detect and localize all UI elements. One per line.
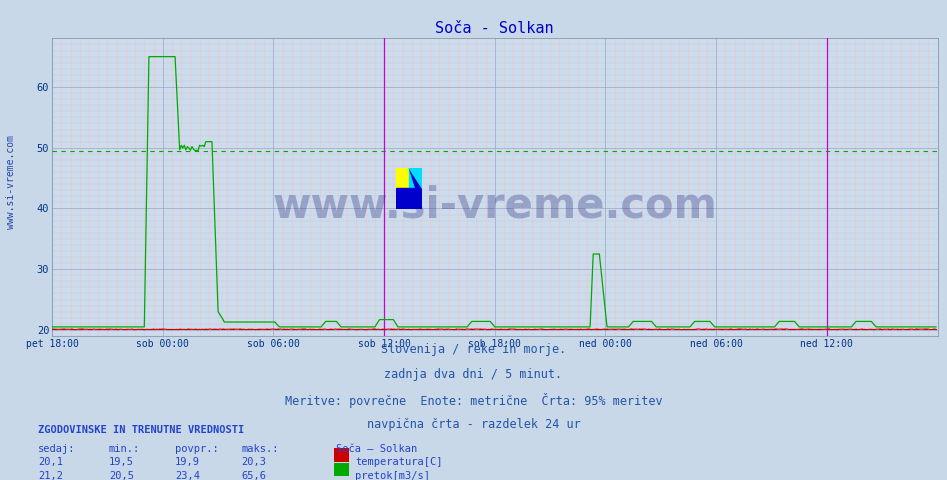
Text: 19,5: 19,5	[109, 457, 134, 467]
Text: sedaj:: sedaj:	[38, 444, 76, 454]
Text: 19,9: 19,9	[175, 457, 200, 467]
Polygon shape	[409, 168, 422, 209]
Text: maks.:: maks.:	[241, 444, 279, 454]
Bar	[396, 189, 422, 209]
Text: Soča – Solkan: Soča – Solkan	[336, 444, 418, 454]
Bar	[396, 168, 409, 189]
Text: temperatura[C]: temperatura[C]	[355, 457, 442, 467]
Text: zadnja dva dni / 5 minut.: zadnja dva dni / 5 minut.	[384, 368, 563, 381]
Text: 21,2: 21,2	[38, 471, 63, 480]
Text: pretok[m3/s]: pretok[m3/s]	[355, 471, 430, 480]
Text: 20,1: 20,1	[38, 457, 63, 467]
Text: Slovenija / reke in morje.: Slovenija / reke in morje.	[381, 343, 566, 356]
Text: www.si-vreme.com: www.si-vreme.com	[273, 184, 717, 226]
Text: 23,4: 23,4	[175, 471, 200, 480]
Text: povpr.:: povpr.:	[175, 444, 219, 454]
Text: ZGODOVINSKE IN TRENUTNE VREDNOSTI: ZGODOVINSKE IN TRENUTNE VREDNOSTI	[38, 425, 244, 435]
Title: Soča - Solkan: Soča - Solkan	[436, 21, 554, 36]
Bar	[409, 168, 422, 189]
Text: 20,5: 20,5	[109, 471, 134, 480]
Text: Meritve: povrečne  Enote: metrične  Črta: 95% meritev: Meritve: povrečne Enote: metrične Črta: …	[285, 393, 662, 408]
Text: navpična črta - razdelek 24 ur: navpična črta - razdelek 24 ur	[366, 418, 581, 431]
Text: 65,6: 65,6	[241, 471, 266, 480]
Text: 20,3: 20,3	[241, 457, 266, 467]
Text: www.si-vreme.com: www.si-vreme.com	[7, 135, 16, 229]
Text: min.:: min.:	[109, 444, 140, 454]
Polygon shape	[409, 168, 422, 189]
